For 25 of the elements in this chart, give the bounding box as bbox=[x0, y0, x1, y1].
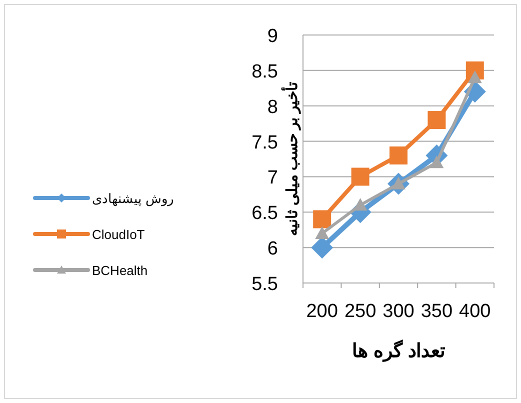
x-axis-title: تعداد گره ها bbox=[352, 339, 445, 362]
y-tick-label: 8 bbox=[267, 96, 278, 118]
point bbox=[428, 111, 446, 130]
y-axis-title: تأخیر بر حسب میلی ثانیه bbox=[281, 82, 301, 236]
point bbox=[353, 198, 368, 211]
point bbox=[390, 146, 408, 164]
legend-label: BCHealth bbox=[92, 263, 148, 278]
y-tick-label: 9 bbox=[267, 26, 278, 47]
x-tick-label: 350 bbox=[420, 301, 453, 322]
x-tick-label: 400 bbox=[459, 301, 491, 322]
y-tick-label: 5.5 bbox=[252, 274, 278, 295]
y-tick-label: 7 bbox=[267, 168, 278, 189]
point bbox=[315, 226, 330, 239]
legend-label: روش پیشنهادی bbox=[92, 191, 174, 207]
x-tick-label: 200 bbox=[306, 301, 338, 322]
legend-label: CloudIoT bbox=[92, 227, 145, 242]
x-tick-label: 300 bbox=[382, 301, 414, 322]
y-tick-label: 6.5 bbox=[252, 203, 278, 224]
point bbox=[351, 168, 370, 186]
point bbox=[313, 210, 332, 228]
y-tick-label: 6 bbox=[267, 238, 278, 260]
y-tick-label: 8.5 bbox=[252, 61, 278, 82]
point bbox=[430, 156, 444, 168]
y-tick-label: 7.5 bbox=[252, 132, 278, 154]
x-tick-label: 250 bbox=[344, 301, 376, 322]
